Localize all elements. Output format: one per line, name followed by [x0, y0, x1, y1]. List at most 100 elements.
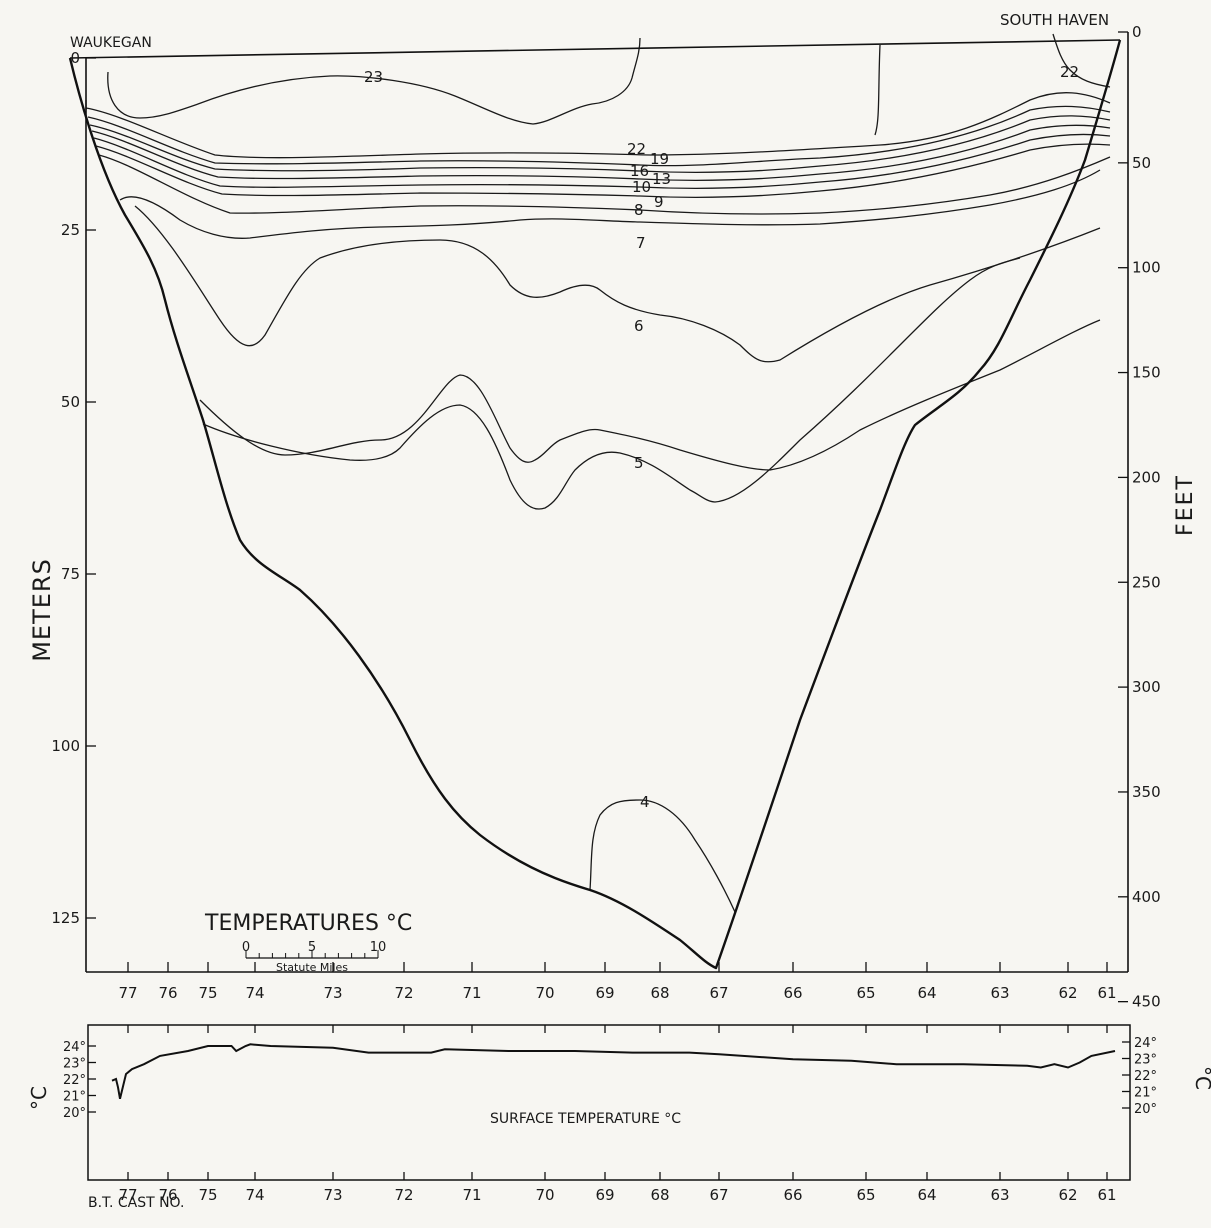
isotherm-label-7: 7: [636, 234, 646, 252]
isotherm-6-lower: [199, 319, 1101, 471]
cast-label-72: 72: [394, 984, 413, 1002]
left-tick-label-125: 125: [51, 909, 80, 927]
surf-cast-label-73: 73: [323, 1186, 342, 1204]
isotherm-7: [119, 169, 1101, 239]
surf-cast-label-71: 71: [462, 1186, 481, 1204]
surf-cast-label-62: 62: [1058, 1186, 1077, 1204]
surf-right-tick-label-4: 20°: [1134, 1102, 1157, 1117]
left-tick-label-75: 75: [61, 565, 80, 583]
isotherm-label-6: 6: [634, 317, 644, 335]
surf-cast-label-68: 68: [650, 1186, 669, 1204]
surf-right-tick-label-2: 22°: [1134, 1069, 1157, 1084]
surf-left-tick-label-1: 23°: [63, 1057, 86, 1072]
isotherm-label-10: 10: [632, 178, 651, 196]
surf-cast-label-66: 66: [783, 1186, 802, 1204]
scale-bar: 0 5 10 Statute Miles: [242, 940, 386, 974]
isotherm-label-16: 16: [630, 162, 649, 180]
scale-bar-label-0: 0: [242, 940, 250, 955]
isotherm-label-19: 19: [650, 150, 669, 168]
cast-label-73: 73: [323, 984, 342, 1002]
cast-number-axis-label: B.T. CAST NO.: [88, 1195, 184, 1211]
surf-cast-label-63: 63: [990, 1186, 1009, 1204]
cast-label-69: 69: [595, 984, 614, 1002]
surf-cast-label-69: 69: [595, 1186, 614, 1204]
surf-right-tick-label-0: 24°: [1134, 1036, 1157, 1051]
cast-label-63: 63: [990, 984, 1009, 1002]
left-tick-label-25: 25: [61, 221, 80, 239]
surf-left-tick-label-3: 21°: [63, 1090, 86, 1105]
right-tick-label-250: 250: [1132, 573, 1161, 591]
surf-cast-label-67: 67: [709, 1186, 728, 1204]
scale-bar-label-5: 5: [308, 940, 316, 955]
cast-label-68: 68: [650, 984, 669, 1002]
right-tick-label-400: 400: [1132, 888, 1161, 906]
isotherm-label-22: 22: [627, 140, 646, 158]
isotherm-label-8: 8: [634, 201, 644, 219]
cast-label-67: 67: [709, 984, 728, 1002]
isotherm-label-22-right: 22: [1060, 63, 1079, 81]
surface-bottom-ticks: 77 76 75 74 73 72 71 70 69 68 67 66 65 64 63 62 61: [118, 1025, 1117, 1204]
isotherm-9: [95, 143, 1111, 199]
scale-bar-title: Statute Miles: [276, 961, 348, 974]
surface-y-label-right: °C: [1191, 1066, 1211, 1090]
isotherm-5: [202, 257, 1021, 510]
top-axis: [69, 39, 1121, 59]
surface-temperature-chart: 24°23°22°21°20° 24°23°22°21°20° 77 76 75 74…: [27, 1024, 1211, 1211]
surf-cast-label-65: 65: [856, 1186, 875, 1204]
isotherm-4: [589, 799, 736, 913]
left-tick-label-100: 100: [51, 737, 80, 755]
right-tick-label-300: 300: [1132, 678, 1161, 696]
isotherm-label-4: 4: [640, 793, 650, 811]
cast-label-61: 61: [1097, 984, 1116, 1002]
scale-bar-ticks: [245, 950, 379, 958]
cast-label-65: 65: [856, 984, 875, 1002]
isotherm-labels: 23 22 22 19 16 13 10 9 8 7 6 5 4: [364, 63, 1079, 811]
cast-label-71: 71: [462, 984, 481, 1002]
isotherm-23-left: [107, 37, 641, 125]
surf-cast-label-77: 77: [118, 1186, 137, 1204]
right-tick-label-50: 50: [1132, 154, 1151, 172]
bottom-ticks: 77 76 75 74 73 72 71 70 69 68 67 66 65 64 63 62 61: [118, 962, 1117, 1002]
surf-cast-label-75: 75: [198, 1186, 217, 1204]
chart-title: TEMPERATURES °C: [204, 911, 412, 936]
isotherm-label-23: 23: [364, 68, 383, 86]
right-tick-label-100: 100: [1132, 259, 1161, 277]
right-ticks: 0 50 100 150 200 250 300 350 400 450: [1118, 23, 1161, 1011]
isotherm-label-13: 13: [652, 170, 671, 188]
cast-label-64: 64: [917, 984, 936, 1002]
lake-bottom-profile: [68, 39, 1122, 970]
surf-cast-label-74: 74: [245, 1186, 264, 1204]
surf-cast-label-72: 72: [394, 1186, 413, 1204]
isotherm-label-9: 9: [654, 193, 664, 211]
surf-cast-label-70: 70: [535, 1186, 554, 1204]
isotherm-10: [93, 133, 1111, 190]
surf-cast-label-61: 61: [1097, 1186, 1116, 1204]
cast-label-62: 62: [1058, 984, 1077, 1002]
scale-bar-label-10: 10: [370, 940, 387, 955]
surf-right-tick-label-1: 23°: [1134, 1053, 1157, 1068]
surf-left-tick-label-4: 20°: [63, 1106, 86, 1121]
cast-label-75: 75: [198, 984, 217, 1002]
cast-label-77: 77: [118, 984, 137, 1002]
isotherm-13: [91, 124, 1111, 182]
isotherm-8: [98, 154, 1111, 215]
isotherms: [85, 33, 1111, 913]
isotherm-6: [134, 205, 1101, 363]
cast-label-76: 76: [158, 984, 177, 1002]
surface-temperature-line: [111, 1043, 1116, 1100]
isotherm-23-right: [874, 44, 881, 136]
isotherm-16: [89, 115, 1111, 174]
right-tick-label-150: 150: [1132, 364, 1161, 382]
cast-label-74: 74: [245, 984, 264, 1002]
isotherm-19: [87, 105, 1111, 167]
station-left-label: WAUKEGAN: [70, 35, 152, 51]
isotherm-22: [85, 92, 1111, 159]
isotherm-22-top-right: [1052, 33, 1111, 88]
right-tick-label-350: 350: [1132, 783, 1161, 801]
surf-right-tick-label-3: 21°: [1134, 1086, 1157, 1101]
cast-label-70: 70: [535, 984, 554, 1002]
left-ticks: 0 25 50 75 100 125: [51, 49, 96, 927]
right-tick-label-0: 0: [1132, 23, 1142, 41]
